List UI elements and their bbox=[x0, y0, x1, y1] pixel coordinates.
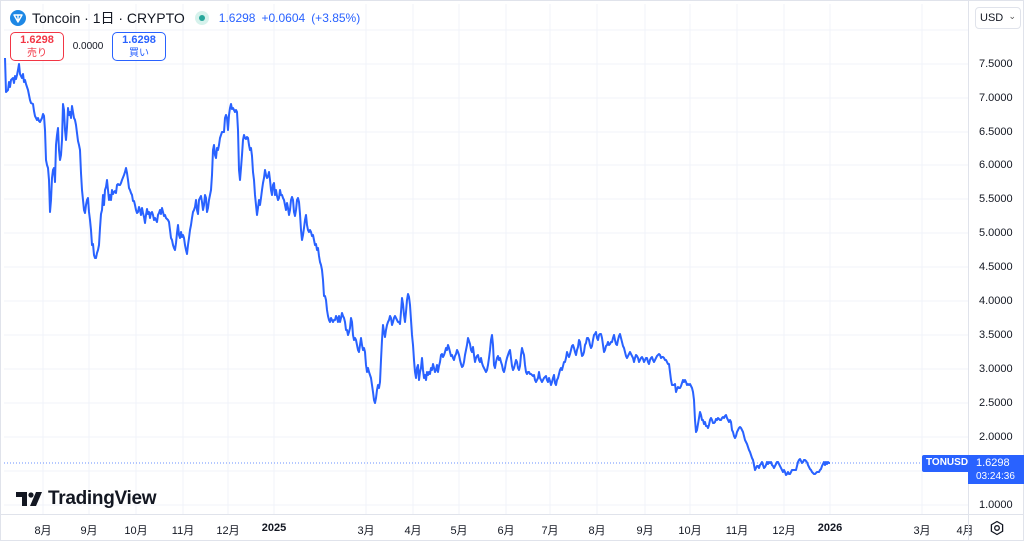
price-axis-label: 4.0000 bbox=[979, 295, 1013, 307]
tradingview-watermark[interactable]: TradingView bbox=[16, 488, 157, 510]
chevron-down-icon: ⌄ bbox=[1008, 11, 1016, 21]
time-axis-label: 10月 bbox=[124, 525, 148, 537]
time-axis-label: 9月 bbox=[80, 525, 98, 537]
buy-label: 買い bbox=[129, 48, 149, 59]
time-axis-label: 10月 bbox=[678, 525, 702, 537]
price-change-percent: (+3.85%) bbox=[311, 11, 361, 25]
vertical-grid bbox=[42, 4, 923, 514]
time-axis-label: 7月 bbox=[541, 525, 559, 537]
symbol-price-tag: TONUSD bbox=[922, 455, 973, 472]
chart-settings-button[interactable] bbox=[968, 514, 1024, 541]
price-axis-label: 4.5000 bbox=[979, 261, 1013, 273]
time-axis-label: 8月 bbox=[34, 525, 52, 537]
sell-button[interactable]: 1.6298 売り bbox=[10, 32, 64, 61]
price-axis-label: 1.0000 bbox=[979, 499, 1013, 511]
time-axis-label: 11月 bbox=[725, 525, 749, 537]
time-axis-year-label: 2026 bbox=[817, 522, 843, 534]
tradingview-brand-name: TradingView bbox=[48, 488, 157, 509]
time-axis-label: 4月 bbox=[404, 525, 422, 537]
price-chart-svg bbox=[4, 4, 968, 514]
time-axis-label: 5月 bbox=[450, 525, 468, 537]
price-axis-label: 5.0000 bbox=[979, 227, 1013, 239]
time-axis-label: 3月 bbox=[357, 525, 375, 537]
price-axis-label: 3.5000 bbox=[979, 329, 1013, 341]
time-axis[interactable]: 8月 9月 10月 11月 12月 2025 3月 4月 5月 6月 7月 8月… bbox=[0, 514, 974, 541]
gear-icon bbox=[990, 520, 1003, 536]
price-change: +0.0604 bbox=[261, 11, 306, 25]
time-axis-year-label: 2025 bbox=[261, 522, 287, 534]
price-axis-label: 6.0000 bbox=[979, 159, 1013, 171]
price-axis-label: 6.5000 bbox=[979, 126, 1013, 138]
currency-select[interactable]: USD ⌄ bbox=[975, 7, 1021, 29]
sell-price: 1.6298 bbox=[20, 34, 54, 46]
market-open-status-icon[interactable] bbox=[194, 11, 209, 25]
time-axis-label: 8月 bbox=[588, 525, 606, 537]
time-axis-label: 3月 bbox=[913, 525, 931, 537]
price-line-end bbox=[806, 461, 830, 475]
time-axis-label: 12月 bbox=[216, 525, 240, 537]
time-axis-label: 12月 bbox=[772, 525, 796, 537]
buy-button[interactable]: 1.6298 買い bbox=[112, 32, 166, 61]
price-axis-label: 2.0000 bbox=[979, 431, 1013, 443]
bar-countdown: 03:24:36 bbox=[976, 471, 1015, 482]
price-axis-label: 7.0000 bbox=[979, 92, 1013, 104]
symbol-title: Toncoin · 1日 · CRYPTO bbox=[32, 10, 185, 26]
last-price-tag: 1.6298 03:24:36 bbox=[968, 455, 1024, 484]
time-axis-label: 11月 bbox=[171, 525, 195, 537]
price-axis-label: 2.5000 bbox=[979, 397, 1013, 409]
price-axis-label: 5.5000 bbox=[979, 193, 1013, 205]
time-axis-label: 9月 bbox=[636, 525, 654, 537]
horizontal-grid bbox=[4, 29, 968, 506]
time-axis-label: 4月 bbox=[956, 525, 974, 537]
buy-price: 1.6298 bbox=[122, 34, 156, 46]
tradingview-logo-icon bbox=[16, 492, 42, 506]
time-axis-label: 6月 bbox=[497, 525, 515, 537]
price-axis-label: 3.0000 bbox=[979, 363, 1013, 375]
price-axis[interactable]: USD ⌄ 7.5000 7.0000 6.5000 6.0000 5.5000… bbox=[968, 0, 1024, 514]
chart-plot-area[interactable] bbox=[4, 4, 968, 514]
trade-buttons: 1.6298 売り 0.0000 1.6298 買い bbox=[10, 32, 166, 61]
last-price-tag-value: 1.6298 bbox=[976, 457, 1010, 469]
price-axis-label: 7.5000 bbox=[979, 58, 1013, 70]
symbol-legend[interactable]: Toncoin · 1日 · CRYPTO 1.6298 +0.0604 (+3… bbox=[10, 8, 360, 28]
spread-value: 0.0000 bbox=[72, 41, 104, 52]
currency-label: USD bbox=[980, 12, 1004, 24]
toncoin-logo-icon bbox=[10, 10, 26, 26]
sell-label: 売り bbox=[27, 48, 47, 59]
last-price: 1.6298 bbox=[218, 11, 256, 25]
price-line bbox=[4, 57, 808, 476]
